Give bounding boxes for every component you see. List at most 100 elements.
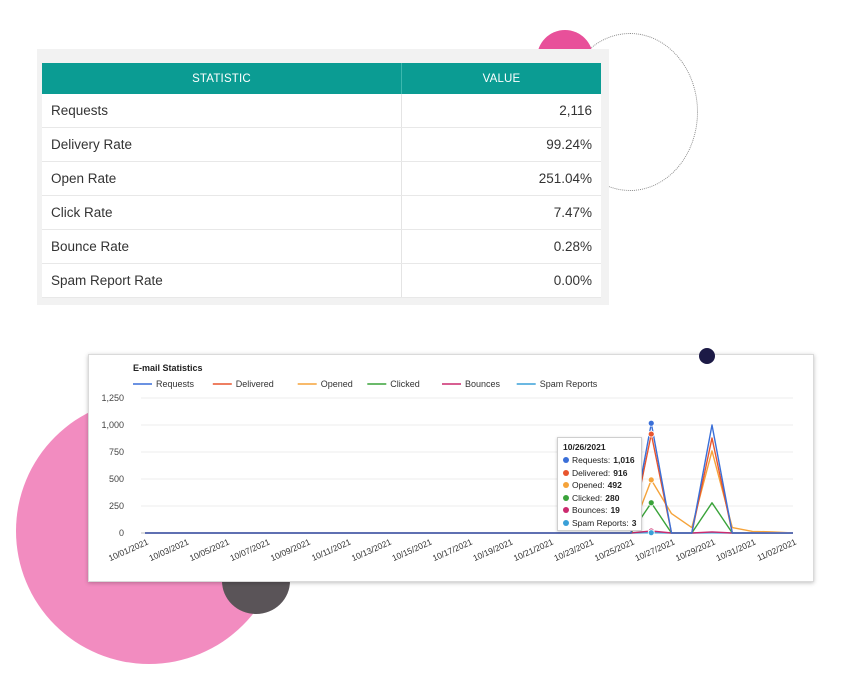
x-tick-label: 10/01/2021 <box>107 537 150 564</box>
legend-item: Delivered <box>212 379 274 389</box>
x-tick-label: 10/31/2021 <box>714 537 757 564</box>
y-tick-label: 250 <box>109 501 124 511</box>
x-tick-label: 10/27/2021 <box>633 537 676 564</box>
chart-series <box>145 422 794 534</box>
legend-label: Delivered <box>236 379 274 389</box>
row-value: 0.28% <box>401 229 601 264</box>
tooltip-swatch-opened <box>563 482 569 489</box>
tooltip-row: Clicked: 280 <box>563 492 636 505</box>
tooltip-label: Bounces: <box>572 505 608 516</box>
y-axis: 1,250 1,000 750 500 250 0 <box>101 393 124 538</box>
x-tick-label: 10/05/2021 <box>188 537 231 564</box>
x-tick-label: 10/11/2021 <box>310 537 353 563</box>
table-row: Requests 2,116 <box>42 94 601 128</box>
x-tick-label: 10/09/2021 <box>269 537 312 564</box>
tooltip-label: Requests: <box>572 455 611 466</box>
tooltip-value: 1,016 <box>613 455 635 466</box>
y-tick-label: 500 <box>109 474 124 484</box>
legend-item: Requests <box>133 379 195 389</box>
table-row: Delivery Rate 99.24% <box>42 127 601 162</box>
row-label: Delivery Rate <box>42 127 402 162</box>
tooltip-value: 280 <box>605 492 620 503</box>
legend-item: Clicked <box>367 379 420 389</box>
tooltip-swatch-requests <box>563 457 569 464</box>
legend-item: Opened <box>297 379 353 389</box>
legend-label: Opened <box>321 379 353 389</box>
series-line-requests <box>145 422 793 534</box>
header-value[interactable]: VALUE <box>401 63 601 94</box>
tooltip-value: 19 <box>610 505 620 516</box>
data-point-opened <box>647 476 655 484</box>
table-header-row: STATISTIC VALUE <box>42 63 601 94</box>
row-value: 0.00% <box>401 263 601 298</box>
legend-label: Bounces <box>465 379 501 389</box>
header-statistic[interactable]: STATISTIC <box>42 63 402 94</box>
x-tick-label: 10/19/2021 <box>471 537 514 564</box>
row-label: Click Rate <box>42 195 402 230</box>
y-tick-label: 1,000 <box>101 420 124 430</box>
tooltip-row: Bounces: 19 <box>563 504 636 517</box>
series-line-delivered <box>145 433 793 534</box>
tooltip-row: Requests: 1,016 <box>563 454 636 467</box>
data-point-clicked <box>647 499 655 507</box>
x-tick-label: 10/21/2021 <box>512 537 555 564</box>
data-point-requests <box>647 419 655 427</box>
data-point-delivered <box>647 430 655 438</box>
legend-label: Spam Reports <box>540 379 598 389</box>
y-tick-label: 0 <box>119 528 124 538</box>
tooltip-label: Clicked: <box>572 492 603 503</box>
tooltip-value: 492 <box>607 480 622 491</box>
legend-label: Requests <box>156 379 195 389</box>
x-tick-label: 10/17/2021 <box>431 537 474 564</box>
tooltip-row: Delivered: 916 <box>563 467 636 480</box>
x-tick-label: 10/03/2021 <box>147 537 190 564</box>
tooltip-value: 3 <box>631 517 637 528</box>
decorative-navy-dot <box>699 348 715 364</box>
chart-legend: Requests Delivered Opened Clicked Bounces Spa… <box>133 379 598 389</box>
x-tick-label: 10/07/2021 <box>228 537 271 564</box>
y-tick-label: 750 <box>109 447 124 457</box>
chart-markers <box>647 419 655 537</box>
row-label: Bounce Rate <box>42 229 402 264</box>
tooltip-row: Opened: 492 <box>563 479 636 492</box>
tooltip-label: Delivered: <box>572 467 611 478</box>
email-statistics-chart: E-mail Statistics Requests Delivered Opene… <box>101 363 798 564</box>
statistics-card: STATISTIC VALUE Requests 2,116 Delivery … <box>37 49 609 305</box>
tooltip-date: 10/26/2021 <box>563 442 606 452</box>
tooltip-swatch-spam-reports <box>563 519 569 526</box>
x-tick-label: 11/02/2021 <box>755 537 798 563</box>
series-line-clicked <box>145 502 793 534</box>
row-label: Requests <box>42 94 402 128</box>
table-row: Bounce Rate 0.28% <box>42 229 601 264</box>
email-statistics-chart-card: E-mail Statistics Requests Delivered Opene… <box>88 354 814 582</box>
legend-item: Spam Reports <box>516 379 598 389</box>
legend-item: Bounces <box>442 379 501 389</box>
row-label: Spam Report Rate <box>42 263 402 298</box>
row-value: 251.04% <box>401 161 601 196</box>
legend-label: Clicked <box>390 379 420 389</box>
row-value: 2,116 <box>401 94 601 128</box>
y-tick-label: 1,250 <box>101 393 124 403</box>
tooltip-value: 916 <box>613 467 628 478</box>
table-row: Spam Report Rate 0.00% <box>42 263 601 298</box>
tooltip-row: Spam Reports: 3 <box>563 517 636 530</box>
chart-title: E-mail Statistics <box>133 363 203 373</box>
x-tick-label: 10/13/2021 <box>350 537 393 564</box>
table-row: Click Rate 7.47% <box>42 195 601 230</box>
tooltip-swatch-bounces <box>563 507 569 514</box>
row-label: Open Rate <box>42 161 402 196</box>
tooltip-swatch-delivered <box>563 469 569 476</box>
tooltip-label: Opened: <box>572 480 605 491</box>
x-axis: 10/01/202110/03/202110/05/202110/07/2021… <box>107 537 798 564</box>
statistics-table: STATISTIC VALUE Requests 2,116 Delivery … <box>42 63 601 298</box>
tooltip-swatch-clicked <box>563 494 569 501</box>
row-value: 7.47% <box>401 195 601 230</box>
row-value: 99.24% <box>401 127 601 162</box>
data-point-spam-reports <box>647 529 655 537</box>
x-tick-label: 10/29/2021 <box>674 537 717 564</box>
tooltip-label: Spam Reports: <box>572 517 629 528</box>
table-row: Open Rate 251.04% <box>42 161 601 196</box>
x-tick-label: 10/25/2021 <box>593 537 636 564</box>
series-line-opened <box>145 450 794 534</box>
chart-tooltip: 10/26/2021 Requests: 1,016 Delivered: 91… <box>557 437 642 531</box>
